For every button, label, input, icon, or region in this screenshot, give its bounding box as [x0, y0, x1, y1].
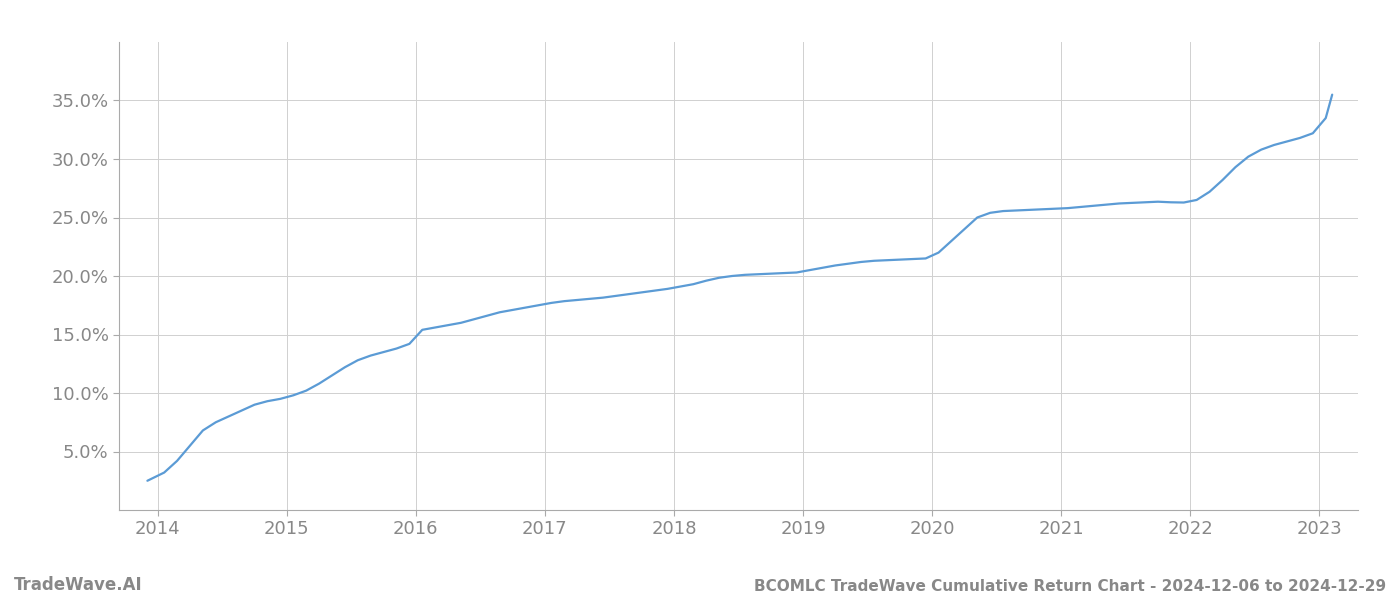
- Text: TradeWave.AI: TradeWave.AI: [14, 576, 143, 594]
- Text: BCOMLC TradeWave Cumulative Return Chart - 2024-12-06 to 2024-12-29: BCOMLC TradeWave Cumulative Return Chart…: [753, 579, 1386, 594]
